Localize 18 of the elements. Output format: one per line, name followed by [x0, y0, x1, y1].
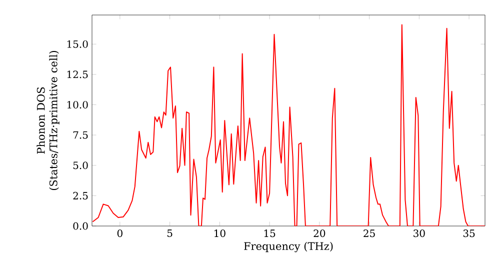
x-tick-label: 0	[117, 230, 122, 238]
y-tick-label: 7.5	[73, 131, 88, 139]
x-tick-label: 5	[167, 230, 172, 237]
y-tick-label: 5.0	[73, 162, 88, 170]
x-axis-title: Frequency (THz)	[244, 242, 333, 252]
x-tick-label: 25	[364, 230, 375, 238]
x-tick-label: 35	[463, 230, 475, 238]
y-tick-label: 10.0	[67, 100, 88, 109]
x-tick-label: 10	[214, 230, 226, 238]
line-series	[92, 24, 486, 226]
y-axis-title: Phonon DOS (States/THz·primitive cell)	[36, 50, 60, 190]
y-tick-label: 0.0	[73, 222, 88, 230]
x-tick-label: 20	[314, 230, 326, 238]
x-tick-label: 15	[264, 230, 276, 238]
y-tick-label: 12.5	[67, 70, 88, 78]
y-tick-label: 2.5	[73, 192, 88, 200]
y-tick-label: 15.0	[67, 40, 88, 48]
x-tick-label: 30	[414, 230, 425, 238]
